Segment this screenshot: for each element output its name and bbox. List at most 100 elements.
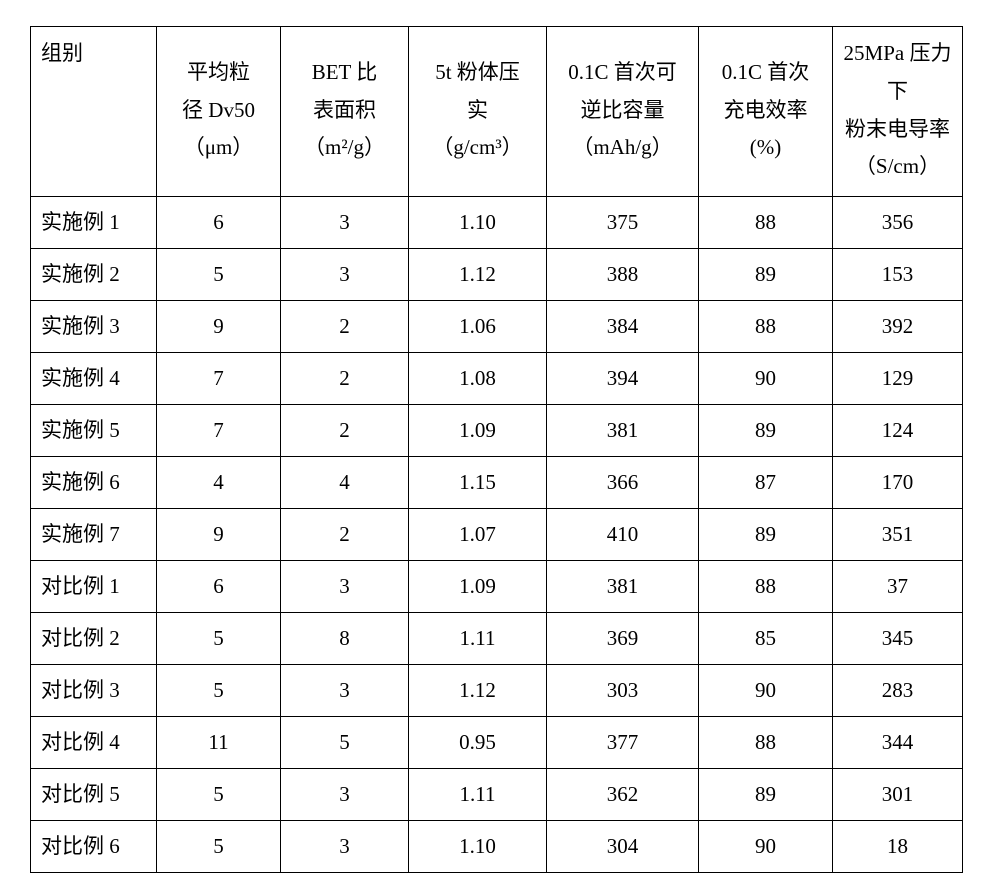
table-row: 对比例 1631.093818837 <box>31 561 963 613</box>
cell-value: 1.12 <box>409 249 547 301</box>
row-label: 对比例 1 <box>31 561 157 613</box>
cell-value: 8 <box>281 613 409 665</box>
cell-value: 351 <box>833 509 963 561</box>
table-row: 对比例 5531.1136289301 <box>31 769 963 821</box>
cell-value: 1.09 <box>409 405 547 457</box>
col-header-5t: 5t 粉体压 实 （g/cm³） <box>409 27 547 197</box>
cell-value: 3 <box>281 249 409 301</box>
header-line: 实 <box>411 92 544 130</box>
header-line: （S/cm） <box>835 148 960 186</box>
table-header: 组别 平均粒 径 Dv50 （μm） BET 比 表面积 （m²/g） 5t 粉… <box>31 27 963 197</box>
cell-value: 129 <box>833 353 963 405</box>
cell-value: 88 <box>699 561 833 613</box>
row-label: 对比例 4 <box>31 717 157 769</box>
cell-value: 1.11 <box>409 769 547 821</box>
table-row: 实施例 4721.0839490129 <box>31 353 963 405</box>
data-table: 组别 平均粒 径 Dv50 （μm） BET 比 表面积 （m²/g） 5t 粉… <box>30 26 963 873</box>
cell-value: 366 <box>547 457 699 509</box>
cell-value: 87 <box>699 457 833 509</box>
cell-value: 3 <box>281 197 409 249</box>
cell-value: 3 <box>281 665 409 717</box>
table-row: 对比例 3531.1230390283 <box>31 665 963 717</box>
cell-value: 37 <box>833 561 963 613</box>
cell-value: 1.11 <box>409 613 547 665</box>
header-line: 表面积 <box>283 92 406 130</box>
col-header-group: 组别 <box>31 27 157 197</box>
table-row: 对比例 41150.9537788344 <box>31 717 963 769</box>
cell-value: 5 <box>157 665 281 717</box>
cell-value: 5 <box>157 769 281 821</box>
header-line: 组别 <box>41 35 156 73</box>
cell-value: 301 <box>833 769 963 821</box>
header-line: （m²/g） <box>283 129 406 167</box>
cell-value: 394 <box>547 353 699 405</box>
cell-value: 88 <box>699 197 833 249</box>
table-row: 实施例 6441.1536687170 <box>31 457 963 509</box>
header-line: 逆比容量 <box>549 92 696 130</box>
cell-value: 88 <box>699 717 833 769</box>
cell-value: 1.15 <box>409 457 547 509</box>
cell-value: 1.09 <box>409 561 547 613</box>
cell-value: 1.06 <box>409 301 547 353</box>
header-line: 平均粒 <box>159 54 278 92</box>
cell-value: 369 <box>547 613 699 665</box>
cell-value: 124 <box>833 405 963 457</box>
row-label: 对比例 2 <box>31 613 157 665</box>
table-row: 实施例 3921.0638488392 <box>31 301 963 353</box>
row-label: 实施例 6 <box>31 457 157 509</box>
header-line: 25MPa 压力下 <box>835 35 960 111</box>
cell-value: 392 <box>833 301 963 353</box>
cell-value: 3 <box>281 769 409 821</box>
cell-value: 1.12 <box>409 665 547 717</box>
cell-value: 381 <box>547 561 699 613</box>
cell-value: 283 <box>833 665 963 717</box>
cell-value: 1.07 <box>409 509 547 561</box>
cell-value: 5 <box>281 717 409 769</box>
header-line: 5t 粉体压 <box>411 54 544 92</box>
cell-value: 7 <box>157 353 281 405</box>
header-row: 组别 平均粒 径 Dv50 （μm） BET 比 表面积 （m²/g） 5t 粉… <box>31 27 963 197</box>
header-line: 充电效率 <box>701 92 830 130</box>
cell-value: 0.95 <box>409 717 547 769</box>
row-label: 对比例 3 <box>31 665 157 717</box>
cell-value: 89 <box>699 249 833 301</box>
cell-value: 375 <box>547 197 699 249</box>
cell-value: 2 <box>281 301 409 353</box>
cell-value: 3 <box>281 561 409 613</box>
table-row: 实施例 7921.0741089351 <box>31 509 963 561</box>
cell-value: 303 <box>547 665 699 717</box>
table-body: 实施例 1631.1037588356实施例 2531.1238889153实施… <box>31 197 963 873</box>
header-line: （mAh/g） <box>549 129 696 167</box>
cell-value: 5 <box>157 613 281 665</box>
row-label: 实施例 7 <box>31 509 157 561</box>
header-line: 径 Dv50 <box>159 92 278 130</box>
cell-value: 6 <box>157 561 281 613</box>
cell-value: 170 <box>833 457 963 509</box>
col-header-dv50: 平均粒 径 Dv50 （μm） <box>157 27 281 197</box>
cell-value: 9 <box>157 301 281 353</box>
cell-value: 4 <box>157 457 281 509</box>
cell-value: 381 <box>547 405 699 457</box>
row-label: 对比例 5 <box>31 769 157 821</box>
cell-value: 90 <box>699 353 833 405</box>
cell-value: 1.10 <box>409 197 547 249</box>
cell-value: 2 <box>281 353 409 405</box>
header-line: （μm） <box>159 129 278 167</box>
header-line: 0.1C 首次可 <box>549 54 696 92</box>
header-line: 0.1C 首次 <box>701 54 830 92</box>
cell-value: 9 <box>157 509 281 561</box>
cell-value: 377 <box>547 717 699 769</box>
cell-value: 5 <box>157 249 281 301</box>
cell-value: 7 <box>157 405 281 457</box>
table-row: 对比例 2581.1136985345 <box>31 613 963 665</box>
cell-value: 89 <box>699 509 833 561</box>
cell-value: 153 <box>833 249 963 301</box>
col-header-bet: BET 比 表面积 （m²/g） <box>281 27 409 197</box>
cell-value: 2 <box>281 405 409 457</box>
col-header-capacity: 0.1C 首次可 逆比容量 （mAh/g） <box>547 27 699 197</box>
cell-value: 384 <box>547 301 699 353</box>
cell-value: 88 <box>699 301 833 353</box>
row-label: 实施例 5 <box>31 405 157 457</box>
cell-value: 90 <box>699 665 833 717</box>
row-label: 实施例 3 <box>31 301 157 353</box>
